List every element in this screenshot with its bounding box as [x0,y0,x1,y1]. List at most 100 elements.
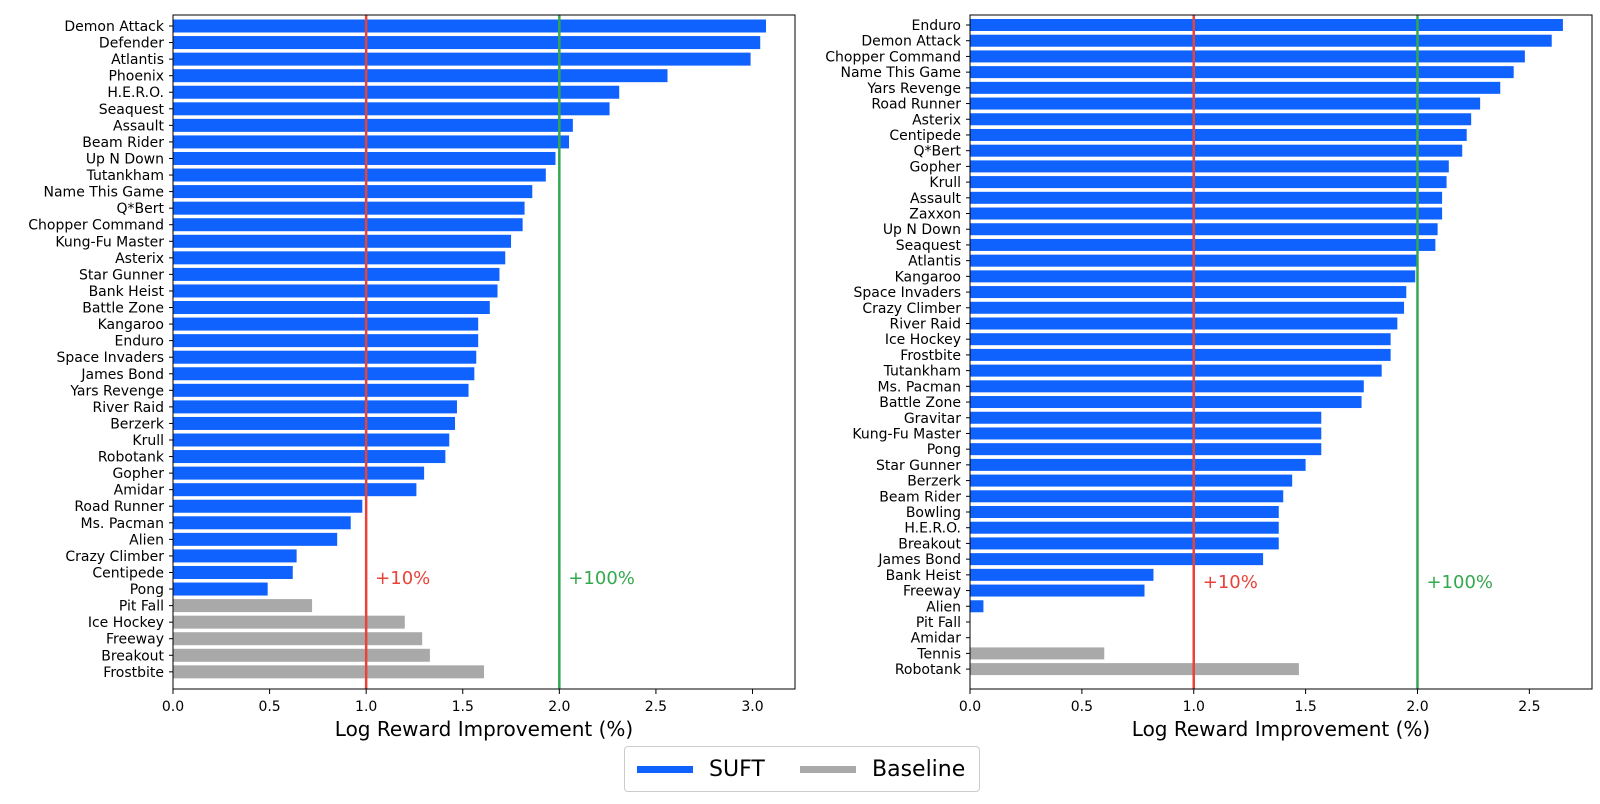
bar-suft [173,118,573,132]
bar-suft [173,52,751,66]
bar-suft [970,50,1525,63]
x-tick-label: 2.5 [1518,699,1540,715]
category-label: Chopper Command [825,49,961,65]
category-label: Phoenix [108,69,164,85]
bar-suft [173,234,512,248]
bar-suft [970,490,1284,503]
x-tick-label: 3.0 [741,699,763,715]
category-label: Freeway [106,632,164,648]
category-label: Kung-Fu Master [55,234,164,250]
plot-frame [969,14,1593,690]
category-label: Q*Bert [914,144,962,160]
category-label: Enduro [912,18,962,34]
bar-suft [970,66,1514,79]
bar-suft [173,201,525,215]
x-tick-label: 1.5 [1294,699,1316,715]
reference-label-red: +10% [375,568,430,589]
category-label: Gopher [112,466,164,482]
category-label: Gopher [909,159,961,175]
bar-baseline [173,665,484,679]
bar-suft [970,584,1145,597]
bar-suft [970,521,1279,534]
reference-label-red: +10% [1203,572,1258,593]
bar-suft [970,223,1438,236]
category-label: Space Invaders [56,350,164,366]
category-label: Seaquest [99,102,165,118]
category-label: Alien [129,532,164,548]
category-label: Star Gunner [876,458,961,474]
bar-suft [970,333,1391,346]
x-tick-label: 0.5 [258,699,280,715]
category-label: Assault [910,191,962,207]
bar-suft [970,128,1467,141]
bar-suft [173,151,556,165]
reference-label-green: +100% [568,568,635,589]
bar-suft [173,85,620,99]
x-tick-label: 2.0 [1406,699,1428,715]
x-tick-label: 2.0 [548,699,570,715]
bar-suft [173,218,523,232]
x-tick-label: 0.0 [959,699,981,715]
bar-suft [970,113,1472,126]
bar-suft [173,69,668,83]
bar-suft [173,499,363,513]
category-label: Ms. Pacman [81,516,164,532]
bar-baseline [970,663,1299,676]
bar-suft [173,135,569,149]
category-label: Centipede [92,565,164,581]
category-label: Kangaroo [98,317,164,333]
category-label: Pit Fall [916,615,961,631]
category-label: Krull [132,433,164,449]
bar-suft [970,553,1264,566]
category-label: Assault [113,118,165,134]
bar-suft [970,364,1382,377]
category-label: Name This Game [44,185,165,201]
category-label: Centipede [889,128,961,144]
bar-suft [970,207,1443,220]
x-tick-label: 2.5 [645,699,667,715]
category-label: Bank Heist [89,284,165,300]
category-label: Amidar [911,631,962,647]
bar-suft [173,466,425,480]
category-label: Beam Rider [879,489,961,505]
bar-baseline [173,632,423,646]
bar-suft [173,267,500,281]
category-label: Robotank [98,450,165,466]
category-label: Q*Bert [117,201,165,217]
bar-suft [173,251,506,265]
category-label: River Raid [890,316,962,332]
legend-swatch-suft [637,765,693,773]
category-label: Amidar [114,483,165,499]
bar-suft [173,383,469,397]
category-label: Battle Zone [879,395,961,411]
category-label: Bowling [906,505,961,521]
category-label: James Bond [877,552,961,568]
bar-suft [173,168,546,182]
category-label: Road Runner [871,97,961,113]
bar-suft [173,582,268,596]
bar-suft [173,400,457,414]
category-label: H.E.R.O. [107,85,164,101]
bar-suft [970,348,1391,361]
category-label: Kung-Fu Master [852,426,961,442]
bar-suft [970,427,1322,440]
legend-item-suft: SUFT [637,747,765,791]
bar-suft [173,36,761,50]
plot-frame [172,14,796,690]
category-label: James Bond [80,367,164,383]
legend: SUFT Baseline [624,746,980,792]
bar-suft [173,19,767,33]
category-label: Crazy Climber [65,549,164,565]
category-label: Beam Rider [82,135,164,151]
bar-suft [970,81,1501,94]
reference-label-green: +100% [1426,572,1493,593]
category-label: Pit Fall [119,599,164,615]
bar-baseline [173,648,430,662]
bar-suft [173,565,293,579]
category-label: Defender [99,36,164,52]
bar-suft [970,600,984,613]
bar-suft [970,176,1447,189]
bar-suft [173,185,533,199]
